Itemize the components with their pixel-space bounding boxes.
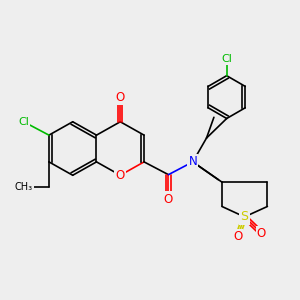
Text: Cl: Cl (18, 117, 29, 127)
Text: O: O (233, 230, 242, 243)
Text: O: O (116, 169, 125, 182)
Text: CH₃: CH₃ (15, 182, 33, 192)
Text: O: O (164, 193, 173, 206)
Text: S: S (241, 210, 248, 224)
Text: Cl: Cl (221, 54, 232, 64)
Text: O: O (116, 91, 125, 103)
Text: N: N (188, 155, 197, 168)
Text: O: O (257, 227, 266, 240)
